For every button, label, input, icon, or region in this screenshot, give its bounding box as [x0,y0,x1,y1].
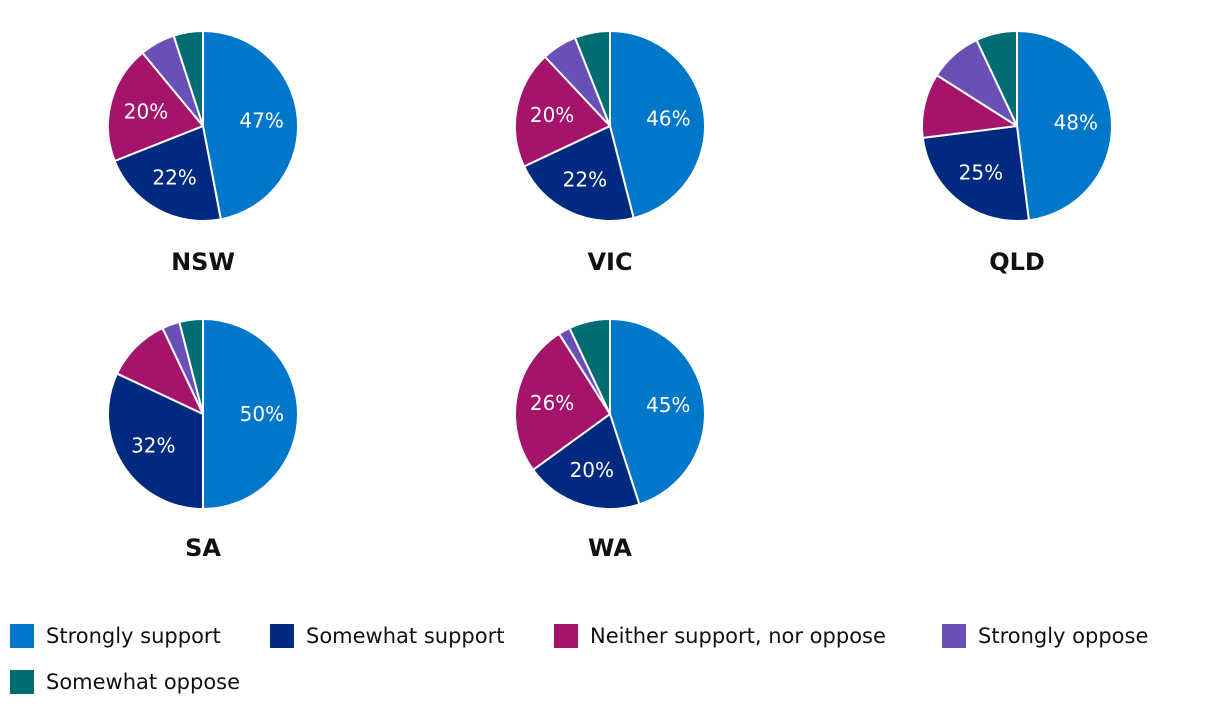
pie-slice-neither [514,332,611,471]
data-label: 45% [646,393,690,417]
pie-slice-somewhat-oppose [975,30,1018,127]
pie-title: VIC [587,248,632,276]
pie-slice-strongly-support [609,30,706,220]
pie-slice-somewhat-support [532,413,641,510]
data-label: 26% [530,391,574,415]
legend-label: Somewhat support [306,624,505,648]
pie-slice-strongly-support [609,318,706,506]
legend-swatch [554,624,578,648]
pie-slice-somewhat-oppose [568,318,611,415]
data-label: 48% [1054,110,1098,134]
legend-swatch [10,624,34,648]
pie-nsw: 47% 22% 20% NSW [107,30,299,276]
legend-swatch [10,670,34,694]
legend-item-strongly-support: Strongly support [10,622,221,650]
legend-label: Strongly oppose [978,624,1149,648]
data-label: 47% [239,109,283,133]
pie-title: NSW [171,248,235,276]
legend-label: Strongly support [46,624,221,648]
pie-slice-somewhat-support [113,125,222,222]
legend-swatch [942,624,966,648]
data-label: 22% [563,167,607,191]
pie-slice-somewhat-oppose [172,30,204,127]
legend: Strongly support Somewhat support Neithe… [10,622,1210,702]
legend-item-somewhat-oppose: Somewhat oppose [10,668,240,696]
data-label: 22% [152,166,196,190]
legend-label: Somewhat oppose [46,670,241,694]
pie-title: SA [185,534,221,562]
data-label: 46% [646,107,690,131]
legend-item-strongly-oppose: Strongly oppose [942,622,1148,650]
data-label: 25% [959,161,1003,185]
pie-slice-somewhat-support [921,125,1030,222]
pie-slice-strongly-support [1016,30,1113,222]
pie-slice-somewhat-support [107,372,204,510]
pie-slice-strongly-support [202,318,299,510]
pie-slice-somewhat-oppose [574,30,611,127]
legend-swatch [270,624,294,648]
legend-item-neither: Neither support, nor oppose [554,622,886,650]
pie-slice-neither [116,327,204,415]
legend-label: Neither support, nor oppose [590,624,886,648]
data-label: 20% [124,99,168,123]
pie-slice-somewhat-oppose [178,317,204,415]
data-label: 20% [570,458,614,482]
pie-slice-neither [514,55,611,168]
pie-title: QLD [989,248,1045,276]
pie-slice-neither [921,74,1018,139]
pie-qld: 48% 25% QLD [921,30,1113,276]
legend-item-somewhat-support: Somewhat support [270,622,504,650]
pie-slice-neither [107,51,204,162]
pie-vic: 46% 22% 20% VIC [514,30,706,276]
pie-sa: 50% 32% SA [107,317,299,562]
data-label: 32% [131,434,175,458]
data-label: 20% [530,103,574,127]
pie-wa: 45% 20% 26% WA [514,318,706,562]
data-label: 50% [240,402,284,426]
pie-slice-strongly-support [202,30,299,221]
pie-slice-somewhat-support [523,125,635,223]
pie-title: WA [588,534,632,562]
